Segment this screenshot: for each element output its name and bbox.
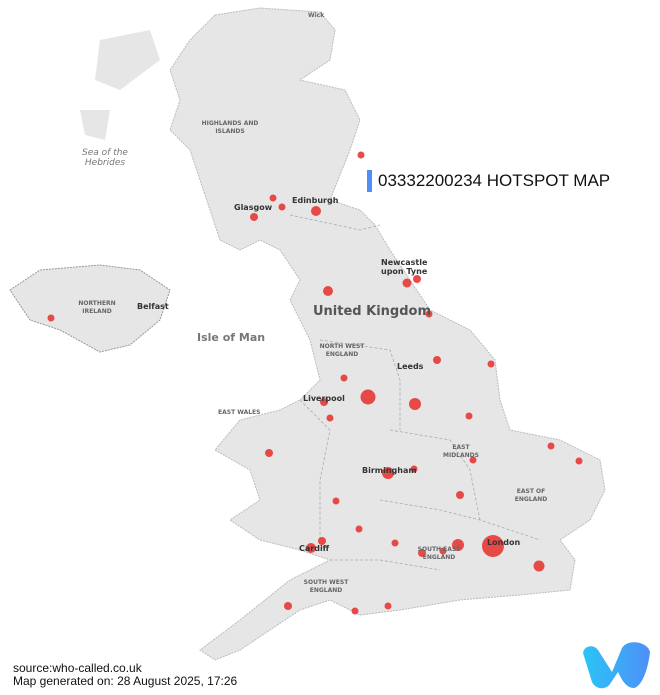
label-highlands: HIGHLANDS AND ISLANDS: [201, 120, 259, 135]
label-east-wales: EAST WALES: [218, 409, 261, 416]
hotspot-marker[interactable]: [265, 449, 273, 457]
hotspot-marker[interactable]: [410, 465, 418, 473]
label-north-west: NORTH WEST ENGLAND: [319, 343, 365, 358]
generated-text: Map generated on: 28 August 2025, 17:26: [13, 674, 238, 688]
hotspot-marker[interactable]: [456, 491, 464, 499]
hotspot-marker[interactable]: [487, 360, 495, 368]
label-newcastle: Newcastle upon Tyne: [381, 258, 428, 276]
hotspot-markers: [47, 151, 583, 615]
hotspot-marker[interactable]: [547, 442, 555, 450]
hotspot-marker[interactable]: [465, 412, 473, 420]
hotspot-marker[interactable]: [320, 398, 328, 406]
hotspot-marker[interactable]: [306, 543, 316, 553]
hotspot-marker[interactable]: [433, 356, 441, 364]
northern-ireland-landmass: [9, 264, 171, 353]
label-leeds: Leeds: [397, 362, 424, 371]
who-called-logo: [583, 642, 650, 689]
hotspot-marker[interactable]: [323, 286, 333, 296]
map-title: 03332200234 HOTSPOT MAP: [367, 170, 610, 192]
label-united-kingdom: United Kingdom: [313, 304, 432, 319]
hotspot-marker[interactable]: [318, 537, 326, 545]
hotspot-marker[interactable]: [47, 314, 55, 322]
hotspot-marker[interactable]: [452, 539, 464, 551]
label-isle-of-man: Isle of Man: [197, 331, 266, 344]
label-glasgow: Glasgow: [234, 203, 273, 212]
label-south-west: SOUTH WEST ENGLAND: [303, 579, 349, 594]
region-borders: [289, 214, 541, 571]
source-text: source:who-called.co.uk: [13, 661, 142, 675]
hotspot-marker[interactable]: [402, 278, 412, 288]
hebrides-islands: [80, 30, 160, 140]
label-cardiff: Cardiff: [299, 544, 330, 553]
hotspot-marker[interactable]: [284, 602, 292, 610]
hotspot-marker[interactable]: [250, 213, 258, 221]
title-text: 03332200234 HOTSPOT MAP: [378, 171, 611, 190]
hotspot-marker[interactable]: [482, 535, 504, 557]
hotspot-marker[interactable]: [533, 560, 545, 572]
hotspot-marker[interactable]: [391, 539, 399, 547]
label-south-east: SOUTH EAST ENGLAND: [417, 546, 461, 561]
label-london: London: [487, 538, 521, 547]
hotspot-marker[interactable]: [269, 194, 277, 202]
label-birmingham: Birmingham: [362, 466, 417, 475]
hotspot-marker[interactable]: [575, 457, 583, 465]
hotspot-marker[interactable]: [278, 203, 286, 211]
hotspot-marker[interactable]: [340, 374, 348, 382]
hotspot-marker[interactable]: [357, 151, 365, 159]
label-east-of-england: EAST OF ENGLAND: [514, 488, 548, 503]
hotspot-marker[interactable]: [439, 547, 447, 555]
label-wick: Wick: [308, 12, 325, 19]
great-britain-landmass: [169, 7, 606, 661]
label-sea-hebrides: Sea of the Hebrides: [82, 148, 128, 168]
label-east-midlands: EAST MIDLANDS: [443, 444, 479, 459]
hotspot-marker[interactable]: [360, 389, 376, 405]
hotspot-marker[interactable]: [355, 525, 363, 533]
hotspot-marker[interactable]: [418, 549, 426, 557]
title-accent-bar: [367, 170, 372, 192]
hotspot-marker[interactable]: [409, 398, 421, 410]
label-edinburgh: Edinburgh: [292, 196, 339, 205]
hotspot-marker[interactable]: [382, 467, 394, 479]
hotspot-marker[interactable]: [413, 275, 421, 283]
hotspot-marker[interactable]: [326, 414, 334, 422]
label-liverpool: Liverpool: [303, 394, 345, 403]
hotspot-marker[interactable]: [384, 602, 392, 610]
hotspot-marker[interactable]: [332, 497, 340, 505]
footer: source:who-called.co.uk Map generated on…: [13, 662, 237, 688]
label-northern-ireland: NORTHERN IRELAND: [78, 300, 116, 315]
hotspot-marker[interactable]: [311, 206, 321, 216]
hotspot-marker[interactable]: [425, 310, 433, 318]
hotspot-marker[interactable]: [351, 607, 359, 615]
label-belfast: Belfast: [137, 302, 169, 311]
hotspot-marker[interactable]: [469, 456, 477, 464]
